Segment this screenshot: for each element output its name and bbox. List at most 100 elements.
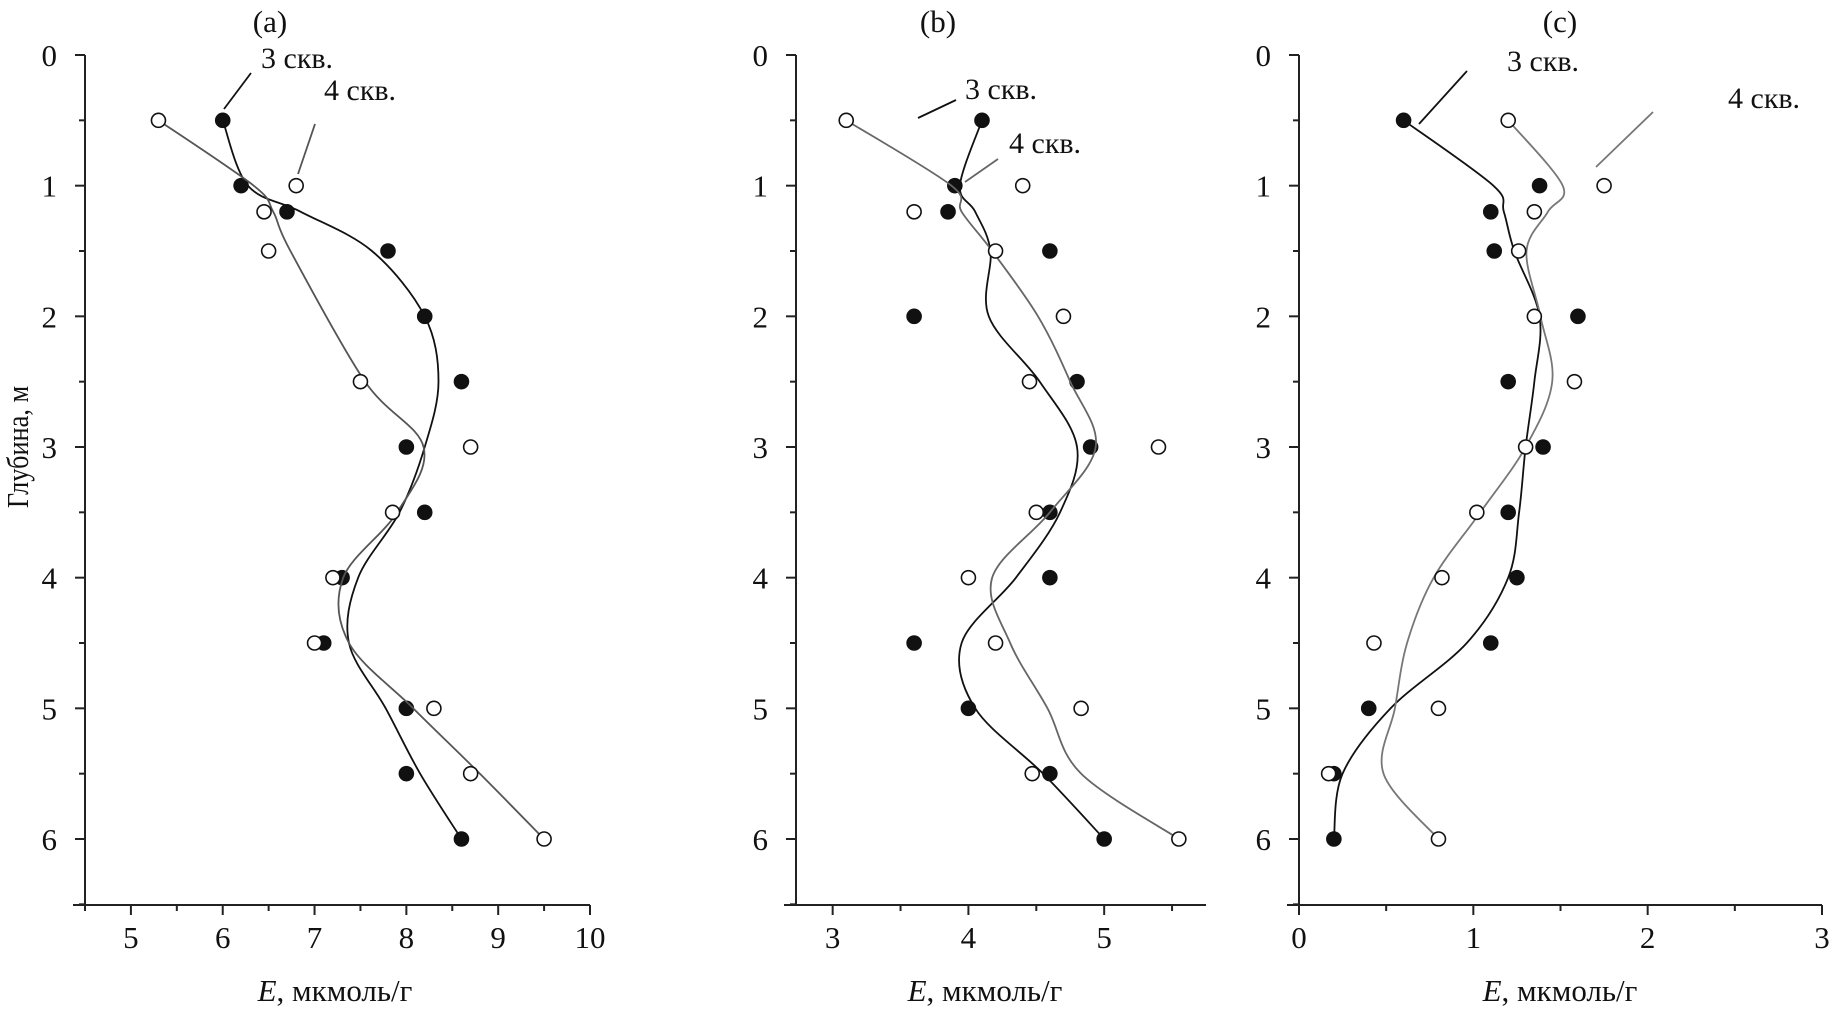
y-tick-label: 5 [42, 691, 58, 726]
data-point-open [426, 700, 442, 717]
series-4-skv: 4 скв. [150, 74, 552, 847]
data-point-filled [940, 204, 956, 220]
data-point-filled [1395, 112, 1412, 129]
y-tick-label: 2 [42, 299, 58, 334]
data-point-filled [453, 831, 470, 847]
data-point-filled [906, 308, 922, 325]
data-point-filled [453, 373, 470, 390]
y-tick-label: 0 [753, 38, 769, 73]
x-tick-label: 3 [825, 920, 841, 955]
panel-title: (a) [253, 4, 287, 39]
data-point-open [1517, 439, 1534, 455]
y-tick-label: 4 [42, 561, 58, 596]
data-point-open [260, 243, 277, 259]
data-point-open [536, 831, 552, 847]
data-point-open [306, 635, 323, 651]
x-tick-label: 8 [399, 920, 415, 955]
series-3-skv: 3 скв. [1326, 45, 1586, 847]
series-curve [1332, 119, 1542, 840]
legend-label: 4 скв. [1728, 82, 1800, 115]
y-tick-label: 2 [1256, 299, 1272, 334]
data-point-filled [1531, 177, 1548, 194]
y-tick-label: 5 [1256, 691, 1272, 726]
data-point-filled [398, 700, 415, 717]
x-tick-label: 1 [1466, 920, 1482, 955]
y-tick-label: 3 [1256, 430, 1272, 465]
data-point-filled [1482, 204, 1499, 220]
data-point-open [987, 635, 1004, 651]
y-tick-label: 0 [42, 38, 58, 73]
data-point-filled [906, 635, 922, 651]
x-tick-label: 5 [1096, 920, 1112, 955]
x-axis-title: E, мкмоль/г [1482, 973, 1638, 1008]
data-point-filled [214, 112, 231, 129]
data-point-open [462, 765, 479, 782]
legend-label: 3 скв. [1507, 45, 1579, 78]
data-point-open [960, 569, 977, 586]
data-point-filled [974, 112, 990, 129]
data-point-open [1366, 635, 1382, 651]
data-point-filled [1482, 635, 1499, 651]
data-point-filled [398, 765, 415, 782]
data-point-filled [1486, 243, 1503, 259]
y-tick-label: 6 [753, 822, 769, 857]
chart-panel-a: 0 1 2 3 4 5 6 5 6 7 8 9 10 (a) E, мкмоль/г Глубина, м 3 … [1, 4, 605, 1008]
data-point-filled [1326, 831, 1342, 847]
legend-leader-line [223, 72, 252, 110]
data-point-filled [1042, 569, 1058, 586]
data-point-open [150, 112, 167, 129]
series-3-skv: 3 скв. [214, 42, 470, 847]
data-point-open [1566, 373, 1583, 390]
data-point-filled [279, 204, 295, 220]
data-point-open [352, 373, 369, 390]
legend-leader-line [1595, 111, 1654, 168]
data-point-filled [1096, 831, 1112, 847]
data-point-open [987, 243, 1004, 259]
data-point-open [1510, 243, 1527, 259]
data-point-open [1028, 504, 1045, 521]
data-point-open [288, 177, 304, 194]
y-tick-label: 4 [753, 561, 769, 596]
data-point-open [1024, 765, 1041, 782]
y-tick-label: 5 [753, 691, 769, 726]
data-point-filled [380, 243, 396, 259]
series-4-skv: 4 скв. [838, 112, 1187, 847]
panel-title: (b) [920, 4, 956, 39]
series-curve [845, 119, 1180, 840]
series-3-skv: 3 скв. [906, 73, 1112, 847]
data-point-filled [398, 439, 415, 455]
y-tick-label: 4 [1256, 561, 1272, 596]
data-point-open [1073, 700, 1089, 717]
data-point-open [1500, 112, 1516, 129]
data-point-filled [1570, 308, 1586, 325]
data-point-open [1434, 569, 1450, 586]
x-axis-unit: , мкмоль/г [277, 973, 413, 1008]
legend-label: 4 скв. [324, 74, 396, 107]
series-curve [958, 120, 1105, 840]
x-tick-label: 7 [307, 920, 323, 955]
series-curve [1380, 119, 1566, 840]
y-tick-label: 6 [1256, 822, 1272, 857]
chart-panel-b: 0 1 2 3 4 5 6 3 4 5 (b) E, мкмоль/г 3 скв. 4 скв. [753, 4, 1206, 1008]
y-tick-label: 3 [42, 430, 58, 465]
data-point-filled [960, 700, 977, 717]
y-tick-label: 6 [42, 822, 58, 857]
data-point-filled [1500, 504, 1516, 521]
data-point-filled [1535, 439, 1551, 455]
data-point-filled [1500, 373, 1516, 390]
legend-leader-line [964, 158, 999, 183]
x-tick-label: 6 [215, 920, 231, 955]
x-tick-label: 5 [123, 920, 139, 955]
x-axis-variable: E [1482, 973, 1502, 1008]
y-tick-label: 0 [1256, 38, 1272, 73]
data-point-open [462, 439, 479, 455]
data-point-open [256, 204, 272, 220]
series-4-skv: 4 скв. [1320, 82, 1800, 847]
x-tick-label: 2 [1640, 920, 1656, 955]
data-point-open [1014, 177, 1031, 194]
data-point-open [1150, 439, 1167, 455]
x-axis-variable: E [907, 973, 927, 1008]
legend-leader-line [1418, 70, 1468, 125]
chart-panel-c: 0 1 2 3 4 5 6 0 1 2 3 (c) E, мкмоль/г 3 скв. 4 скв. [1256, 4, 1830, 1008]
x-axis-variable: E [257, 973, 277, 1008]
